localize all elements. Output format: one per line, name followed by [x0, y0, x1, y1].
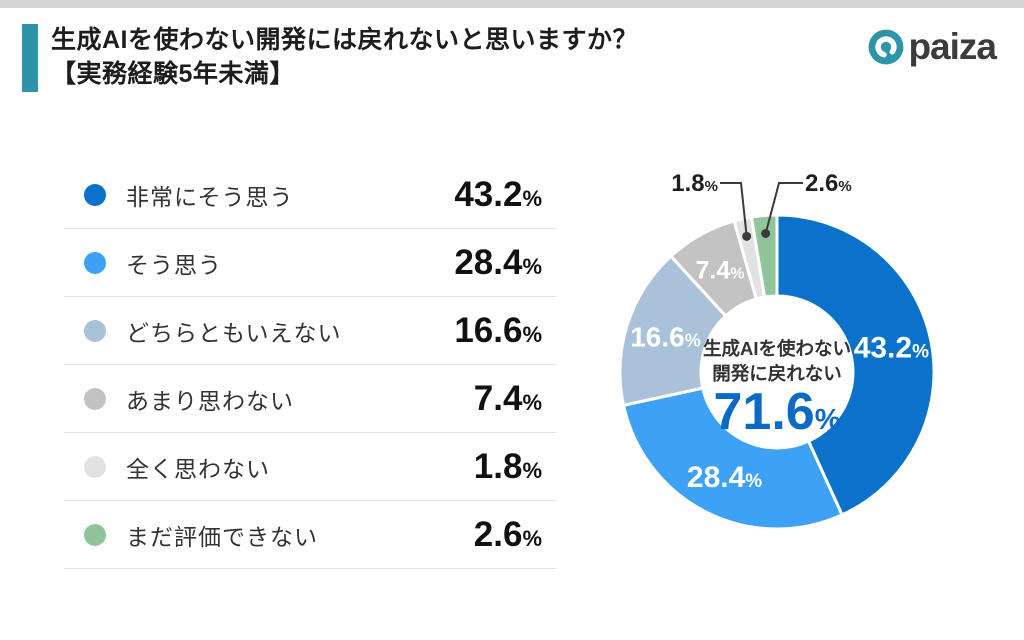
title-accent-bar — [22, 24, 38, 92]
donut-center-text-line2: 開発に戻れない — [712, 363, 842, 384]
paiza-logo: paiza — [867, 26, 997, 68]
legend-value: 1.8% — [473, 446, 542, 486]
callout-dot — [761, 228, 771, 238]
page-title: 生成AIを使わない開発には戻れないと思いますか？ 【実務経験5年未満】 — [51, 24, 638, 92]
legend-color-dot-icon — [84, 183, 106, 206]
legend-item: 非常にそう思う 43.2% — [64, 161, 556, 229]
legend-value: 43.2% — [454, 174, 542, 214]
legend-color-dot-icon — [84, 455, 106, 478]
legend-item: 全く思わない 1.8% — [64, 433, 556, 501]
legend-color-dot-icon — [84, 319, 106, 342]
callout-label-5: 2.6% — [805, 170, 852, 197]
legend-label: まだ評価できない — [126, 523, 318, 550]
donut-chart-svg: 43.2%28.4%16.6%7.4% 1.8% 2.6% 生成AIを使わない 開… — [618, 170, 936, 531]
paiza-swirl-icon — [869, 29, 904, 65]
page-title-line2: 【実務経験5年未満】 — [51, 59, 295, 88]
callout-line — [764, 182, 803, 234]
legend-label: あまり思わない — [126, 387, 294, 414]
legend-label: 非常にそう思う — [126, 183, 294, 210]
callout-label-4: 1.8% — [671, 170, 718, 197]
legend-label: 全く思わない — [126, 455, 270, 482]
legend-label: そう思う — [126, 251, 222, 278]
legend-color-dot-icon — [84, 251, 106, 274]
callout-line — [720, 182, 748, 237]
header: 生成AIを使わない開発には戻れないと思いますか？ 【実務経験5年未満】 — [22, 24, 638, 92]
legend-value: 16.6% — [454, 310, 542, 350]
callout-dot — [742, 231, 752, 241]
legend-label: どちらともいえない — [126, 319, 342, 346]
legend-color-dot-icon — [84, 523, 106, 546]
legend-item: どちらともいえない 16.6% — [64, 297, 556, 365]
donut-center-circle — [700, 295, 854, 449]
page-title-line1: 生成AIを使わない開発には戻れないと思いますか？ — [51, 26, 639, 54]
screenshot-top-edge — [0, 0, 1024, 8]
legend-item: あまり思わない 7.4% — [64, 365, 556, 433]
legend-item: そう思う 28.4% — [64, 229, 556, 297]
legend-color-dot-icon — [84, 387, 106, 410]
legend-value: 28.4% — [454, 242, 542, 282]
legend-item: まだ評価できない 2.6% — [64, 501, 556, 569]
legend-value: 7.4% — [473, 378, 542, 418]
legend-value: 2.6% — [473, 514, 542, 554]
donut-chart: 43.2% 28.4% 16.6% 7.4% 1.8% 2.6% 生成AIを使わない 開… — [585, 150, 1015, 610]
donut-center-text-line1: 生成AIを使わない — [703, 338, 851, 359]
paiza-logo-text: paiza — [908, 26, 997, 67]
legend: 非常にそう思う 43.2% そう思う 28.4% どちらともいえない 16.6%… — [64, 161, 556, 569]
